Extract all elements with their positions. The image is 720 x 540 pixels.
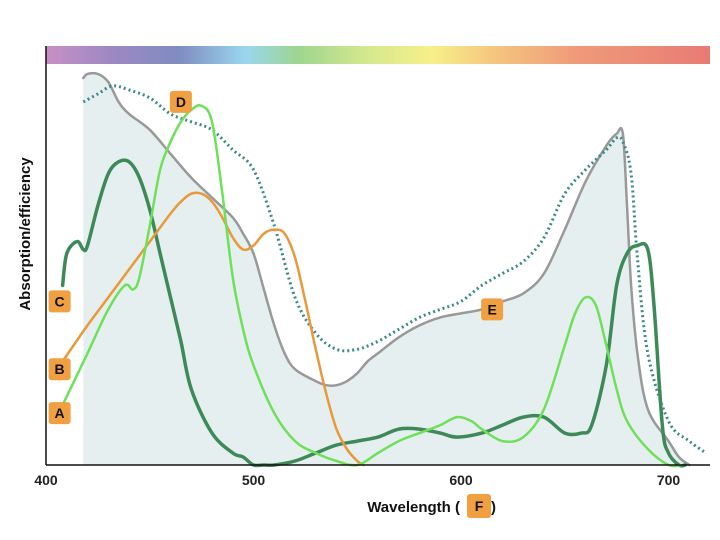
x-axis-label-badge-text: F <box>475 498 484 514</box>
badge-c-text: C <box>55 293 65 309</box>
x-tick-labels: 400 500 600 700 <box>34 472 680 488</box>
badge-c-box <box>48 290 71 313</box>
curve-lines-layer <box>60 71 707 468</box>
badge-a-box <box>48 402 71 425</box>
x-tick-label: 400 <box>34 472 58 488</box>
spectrum-bar <box>46 46 710 64</box>
series-e-line <box>82 71 691 467</box>
badge-c: C <box>48 290 71 313</box>
badge-b: B <box>48 358 71 381</box>
x-axis-label-badge <box>467 494 491 518</box>
x-tick-label: 500 <box>242 472 266 488</box>
x-tick-label: 600 <box>449 472 473 488</box>
y-axis-label: Absorption/efficiency <box>17 157 34 311</box>
curve-fill-layer <box>83 73 690 465</box>
series-e-fill <box>83 73 690 465</box>
badge-a-text: A <box>55 405 65 421</box>
series-badges: A B C D E <box>48 90 504 425</box>
x-axis-label-text: Wavelength ( <box>367 499 460 516</box>
badge-d-box <box>169 90 192 113</box>
series-a-line <box>61 104 683 468</box>
x-tick-label: 700 <box>657 472 681 488</box>
badge-e-text: E <box>487 301 496 317</box>
badge-d-text: D <box>176 94 186 110</box>
series-c-line <box>60 158 687 468</box>
x-axis-label: Wavelength ( F ) <box>367 494 496 518</box>
badge-e: E <box>481 298 504 321</box>
badge-e-box <box>481 298 504 321</box>
badge-d: D <box>169 90 192 113</box>
badge-a: A <box>48 402 71 425</box>
x-axis-label-close: ) <box>491 499 496 516</box>
badge-b-box <box>48 358 71 381</box>
badge-b-text: B <box>55 361 65 377</box>
series-b-line <box>61 191 365 467</box>
